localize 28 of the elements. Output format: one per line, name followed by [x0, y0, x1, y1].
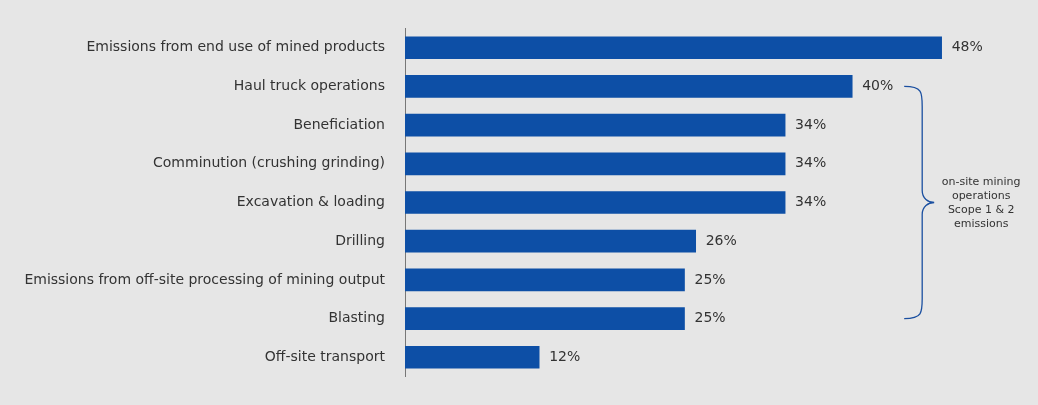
y-tick-label: Comminution (crushing grinding)	[153, 154, 385, 171]
data-label: 34%	[795, 193, 827, 210]
data-label: 34%	[795, 115, 827, 132]
bar	[405, 191, 786, 214]
data-label: 12%	[549, 347, 581, 364]
y-tick-label: Excavation & loading	[236, 193, 385, 210]
annotation: on-site mining operations Scope 1 & 2 emissions	[940, 174, 1022, 231]
y-tick-label: Beneficiation	[293, 115, 385, 132]
data-label: 40%	[862, 77, 894, 94]
data-label: 34%	[795, 154, 827, 171]
y-tick-label: Blasting	[328, 309, 385, 326]
bar	[405, 113, 786, 137]
bar	[405, 75, 853, 98]
y-tick-label: Emissions from off-site processing of mining output	[24, 270, 386, 287]
bar	[405, 345, 540, 369]
y-tick-label: Off-site transport	[264, 347, 386, 364]
y-tick-label: Haul truck operations	[233, 77, 385, 94]
data-label: 25%	[694, 270, 726, 287]
data-label: 26%	[705, 231, 737, 248]
y-tick-label: Drilling	[335, 231, 385, 248]
bar	[405, 36, 942, 60]
bar	[405, 229, 697, 253]
data-label: 48%	[951, 38, 983, 55]
y-tick-label: Emissions from end use of mined products	[86, 38, 385, 55]
bar	[405, 152, 786, 176]
bar	[405, 268, 685, 292]
bar	[405, 307, 685, 330]
data-label: 25%	[694, 309, 726, 326]
